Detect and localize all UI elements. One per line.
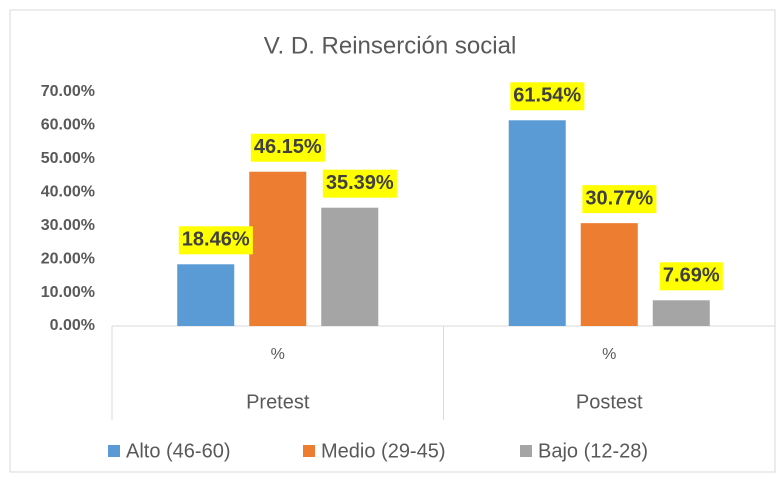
y-tick-label: 60.00%: [41, 117, 95, 134]
y-tick-label: 40.00%: [41, 184, 95, 201]
group-label: Pretest: [246, 391, 310, 413]
data-label-text: 35.39%: [326, 172, 394, 194]
data-label: 18.46%: [178, 226, 253, 255]
y-tick-label: 70.00%: [41, 83, 95, 100]
data-label-background: [322, 169, 397, 198]
bar: [652, 300, 710, 326]
data-label-text: 18.46%: [182, 229, 250, 251]
bar: [321, 207, 379, 326]
chart-title: V. D. Reinserción social: [264, 32, 517, 59]
data-label-text: 46.15%: [254, 136, 322, 158]
x-tick-label: %: [271, 346, 285, 363]
y-tick-label: 30.00%: [41, 217, 95, 234]
y-tick-label: 0.00%: [50, 317, 95, 334]
data-label-background: [510, 82, 585, 111]
x-tick-label: %: [602, 346, 616, 363]
legend-label: Medio (29-45): [321, 440, 446, 462]
data-label-background: [178, 226, 253, 255]
data-label-text: 7.69%: [663, 265, 720, 287]
legend-label: Alto (46-60): [126, 440, 231, 462]
y-tick-label: 10.00%: [41, 284, 95, 301]
data-label-text: 61.54%: [513, 85, 581, 107]
data-label: 30.77%: [582, 185, 657, 214]
y-tick-label: 50.00%: [41, 150, 95, 167]
legend-swatch: [520, 445, 532, 457]
group-label: Postest: [576, 391, 643, 413]
data-label-background: [659, 262, 723, 291]
chart-border: [9, 9, 776, 473]
data-label-background: [250, 133, 325, 162]
data-label: 61.54%: [510, 82, 585, 111]
bar: [249, 171, 307, 326]
bar: [177, 264, 235, 326]
data-label: 46.15%: [250, 133, 325, 162]
legend-swatch: [108, 445, 120, 457]
bar: [508, 120, 566, 326]
legend-label: Bajo (12-28): [538, 440, 648, 462]
y-tick-label: 20.00%: [41, 250, 95, 267]
data-label: 7.69%: [659, 262, 723, 291]
data-label-text: 30.77%: [585, 187, 653, 209]
data-label-background: [582, 185, 657, 214]
data-label: 35.39%: [322, 169, 397, 198]
bar: [580, 223, 638, 326]
legend-swatch: [303, 445, 315, 457]
